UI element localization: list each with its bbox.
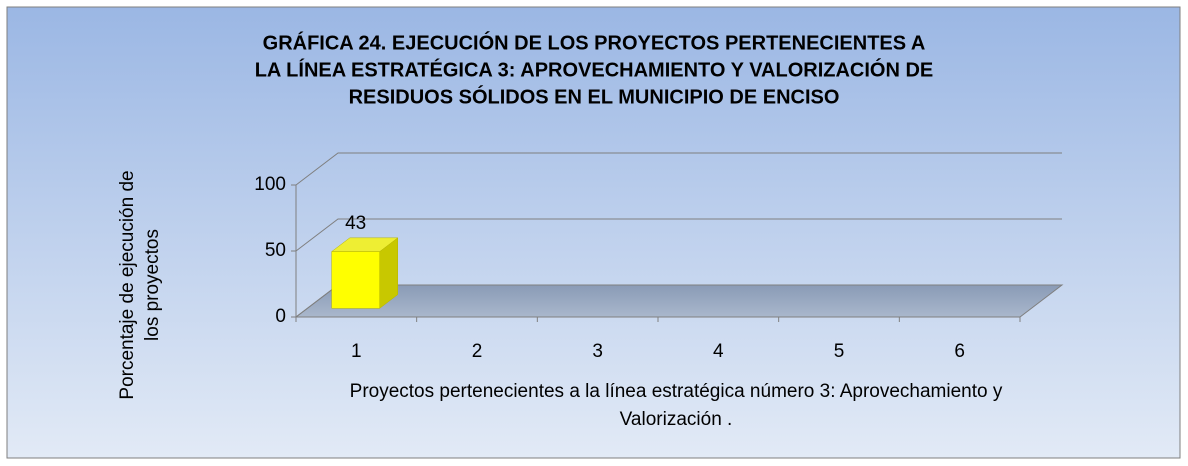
y-axis-label: los proyectos — [142, 229, 163, 341]
y-axis-label: Porcentaje de ejecución de — [117, 170, 138, 399]
chart-area — [6, 6, 1181, 459]
grid-line — [295, 152, 1062, 186]
y-tick-label: 50 — [265, 240, 286, 261]
chart-title: LA LÍNEA ESTRATÉGICA 3: APROVECHAMIENTO … — [255, 57, 934, 81]
bar — [330, 237, 399, 309]
y-tick-label: 0 — [275, 306, 286, 327]
x-tick-label: 5 — [834, 341, 845, 362]
x-tick-label: 3 — [592, 341, 603, 362]
x-axis-label: Valorización . — [620, 409, 733, 430]
x-tick-label: 1 — [351, 341, 362, 362]
data-label: 43 — [345, 213, 366, 234]
chart-title: GRÁFICA 24. EJECUCIÓN DE LOS PROYECTOS P… — [263, 30, 926, 54]
floor — [294, 284, 1064, 318]
x-axis-label: Proyectos pertenecientes a la línea estr… — [350, 381, 1003, 402]
x-tick-label: 4 — [713, 341, 724, 362]
bar-front — [331, 251, 380, 309]
x-tick-label: 6 — [954, 341, 965, 362]
y-tick-label: 100 — [254, 174, 286, 195]
chart-title: RESIDUOS SÓLIDOS EN EL MUNICIPIO DE ENCI… — [349, 84, 840, 108]
grid-line — [295, 218, 1062, 252]
x-tick-label: 2 — [472, 341, 483, 362]
